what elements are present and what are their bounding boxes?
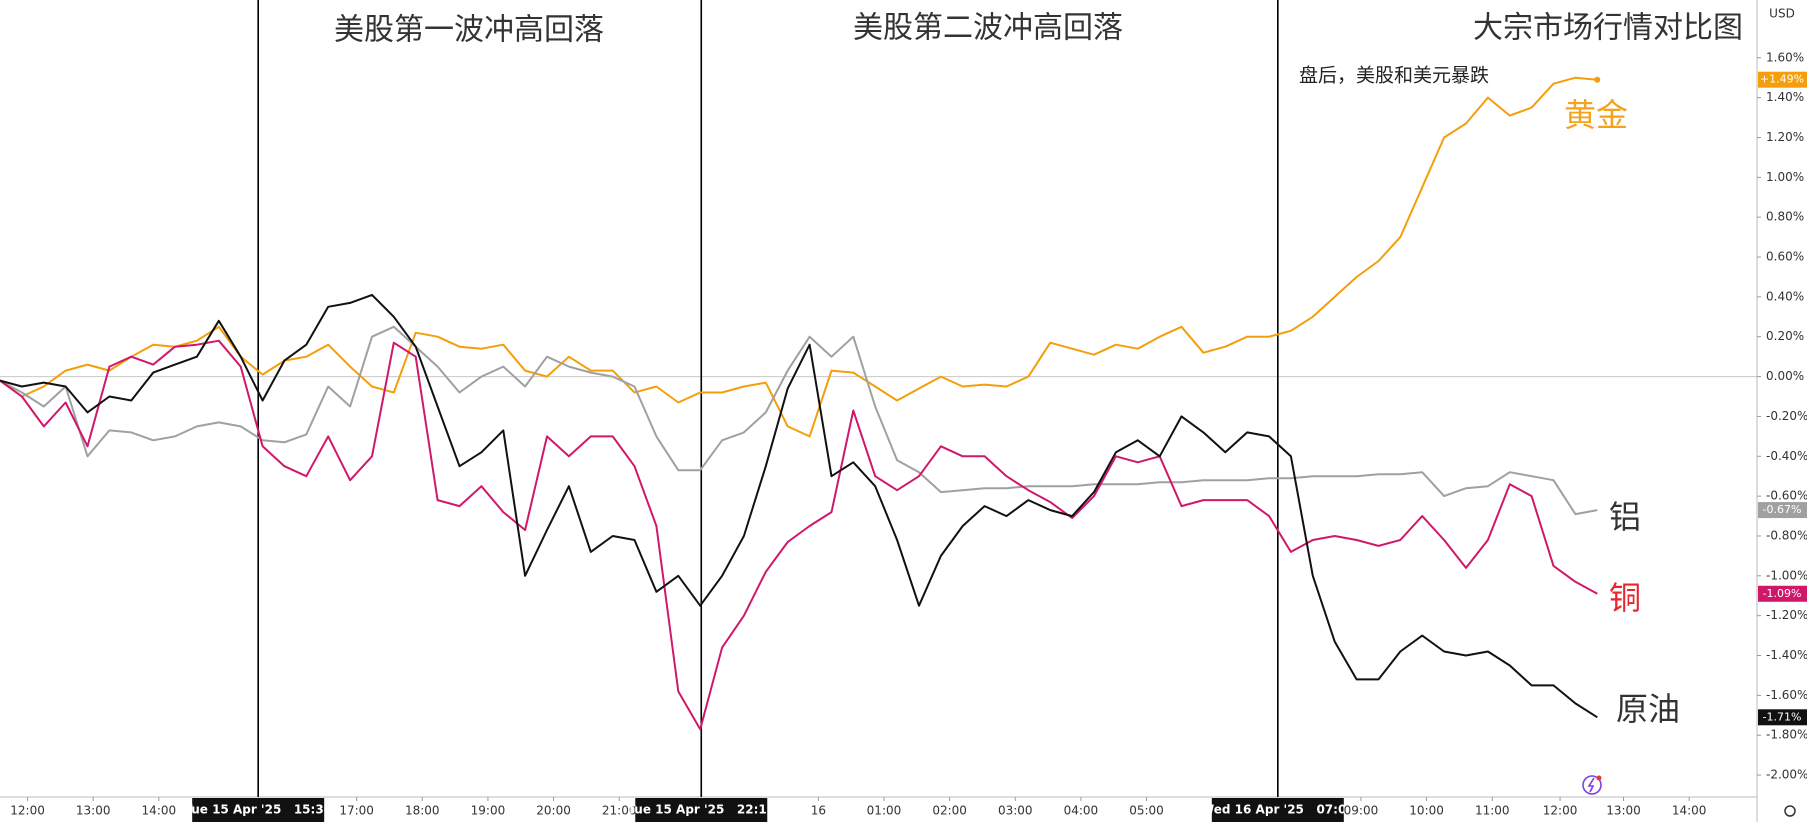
y-tick-label: 1.40% (1766, 90, 1804, 104)
y-tick-label: 0.80% (1766, 210, 1804, 224)
x-tick-label: 01:00 (867, 804, 902, 818)
x-tick-label: 03:00 (998, 804, 1033, 818)
y-tick-label: -0.40% (1766, 449, 1807, 463)
y-tick-label: -1.60% (1766, 688, 1807, 702)
x-tick-label: 14:00 (142, 804, 177, 818)
y-tick-label: -1.40% (1766, 648, 1807, 662)
x-tick-label: 12:00 (1543, 804, 1578, 818)
annotation: 美股第一波冲高回落 (334, 13, 604, 48)
x-tick-label: 11:00 (1475, 804, 1510, 818)
currency-label[interactable]: USD (1769, 7, 1795, 21)
y-tick-label: 0.20% (1766, 329, 1804, 343)
last-value-label: -0.67% (1763, 503, 1802, 516)
series-label: 铝 (1609, 498, 1641, 536)
x-tick-label: Wed 16 Apr '25 07:00 (1201, 803, 1355, 817)
y-tick-label: 1.20% (1766, 130, 1804, 144)
x-tick-label: 02:00 (932, 804, 967, 818)
settings-icon[interactable] (1784, 805, 1796, 817)
series-line (0, 293, 1598, 719)
y-tick-label: -0.80% (1766, 528, 1807, 542)
y-tick-label: -1.20% (1766, 608, 1807, 622)
x-tick-label: 18:00 (405, 804, 440, 818)
y-tick-label: -0.20% (1766, 409, 1807, 423)
last-value-badge (1758, 585, 1807, 602)
series-label: 黄金 (1564, 96, 1628, 134)
annotation: 美股第二波冲高回落 (853, 11, 1123, 46)
x-tick-label: 21:00 (602, 804, 637, 818)
x-tick-label: 19:00 (471, 804, 506, 818)
x-tick-label: Tue 15 Apr '25 15:30 (184, 803, 332, 817)
x-tick-label: 12:00 (10, 804, 45, 818)
last-point (1594, 76, 1601, 83)
x-tick-label: 04:00 (1064, 804, 1099, 818)
series-line (0, 339, 1598, 731)
last-value-badge (1758, 709, 1807, 726)
y-tick-label: -0.60% (1766, 489, 1807, 503)
series-line (0, 325, 1598, 516)
y-tick-label: 1.00% (1766, 170, 1804, 184)
series-label: 铜 (1609, 579, 1641, 617)
y-tick-label: -1.80% (1766, 728, 1807, 742)
x-tick-label: 13:00 (1606, 804, 1641, 818)
y-tick-label: -1.00% (1766, 568, 1807, 582)
lightning-icon[interactable] (1582, 775, 1602, 795)
last-value-label: +1.49% (1760, 73, 1804, 86)
x-tick-label: 14:00 (1672, 804, 1707, 818)
annotation: 盘后，美股和美元暴跌 (1299, 65, 1489, 87)
x-tick-label: 09:00 (1344, 804, 1379, 818)
chart-title: 大宗市场行情对比图 (1473, 11, 1743, 46)
x-tick-label: 16 (811, 804, 826, 818)
y-tick-label: 1.60% (1766, 50, 1804, 64)
y-tick-label: 0.00% (1766, 369, 1804, 383)
x-tick-label: 13:00 (76, 804, 111, 818)
x-tick-badge (635, 798, 768, 822)
x-tick-badge (1211, 798, 1344, 822)
last-value-label: -1.09% (1763, 587, 1802, 600)
x-tick-badge (192, 798, 325, 822)
last-value-badge (1758, 71, 1807, 88)
x-tick-label: 17:00 (339, 804, 374, 818)
last-value-badge (1758, 502, 1807, 519)
y-tick-label: 0.40% (1766, 289, 1804, 303)
series-line (0, 76, 1598, 438)
x-tick-label: 05:00 (1129, 804, 1164, 818)
last-value-label: -1.71% (1763, 710, 1802, 723)
x-tick-label: 10:00 (1409, 804, 1444, 818)
x-tick-label: Tue 15 Apr '25 22:15 (627, 803, 775, 817)
series-label: 原油 (1616, 690, 1680, 728)
y-tick-label: 0.60% (1766, 250, 1804, 264)
x-tick-label: 20:00 (536, 804, 571, 818)
y-tick-label: -2.00% (1766, 768, 1807, 782)
